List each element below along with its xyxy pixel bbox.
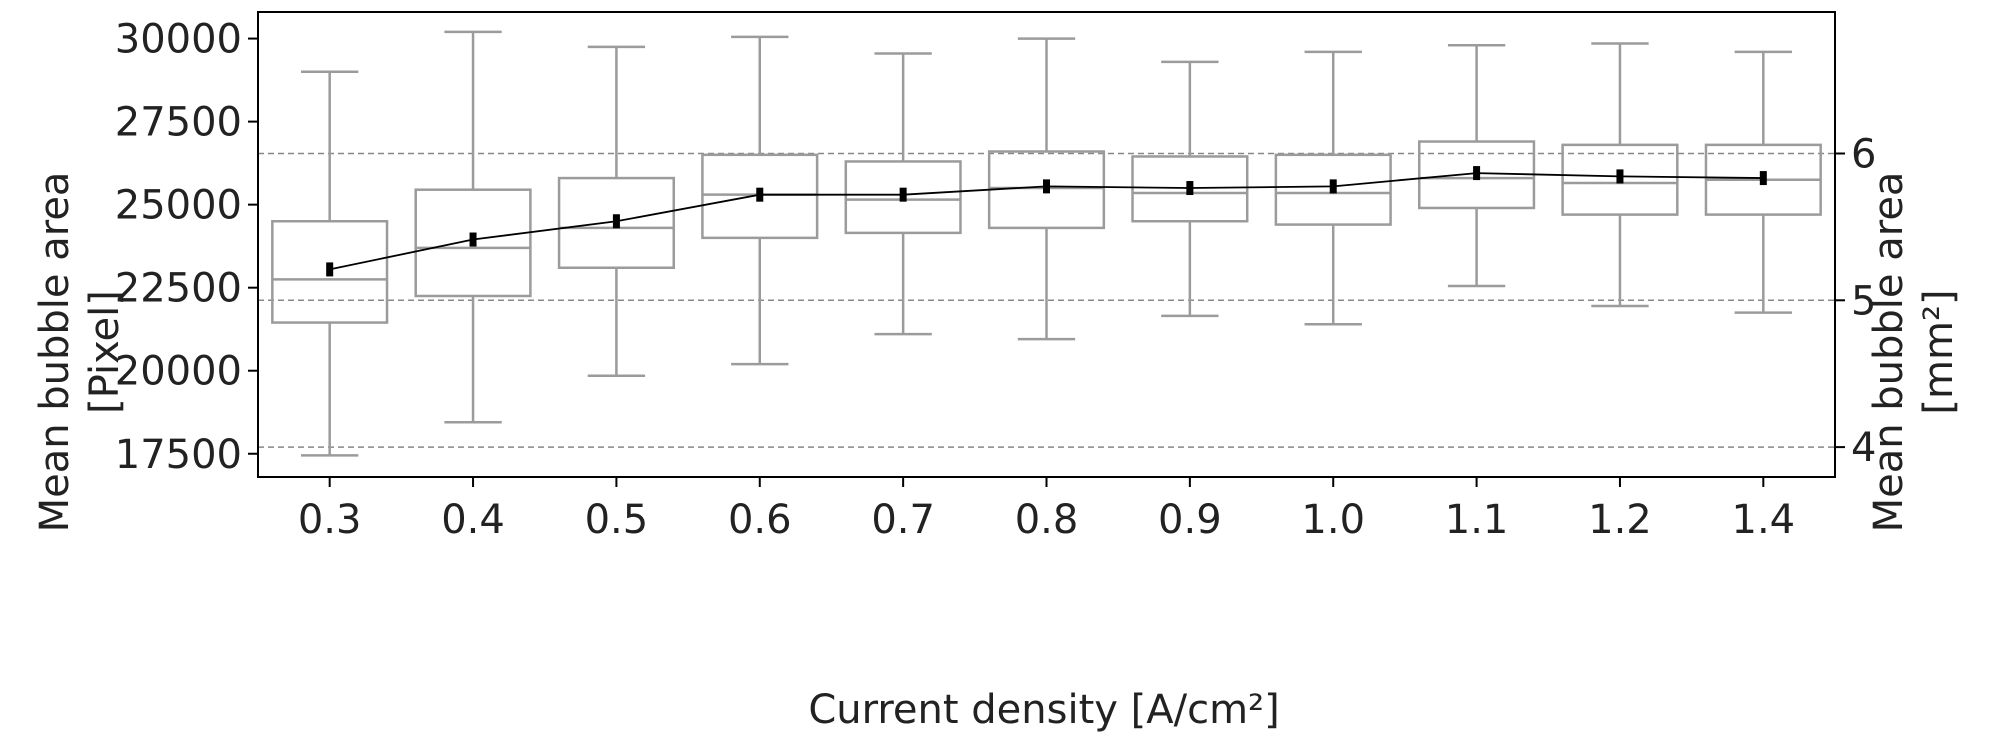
right-y-axis-label-line2: [mm²] xyxy=(1916,289,1962,414)
x-tick-label: 1.2 xyxy=(1588,497,1652,543)
iqr-box xyxy=(557,176,676,269)
box-0.3 xyxy=(271,70,389,457)
x-tick-label: 0.6 xyxy=(728,497,792,543)
box-0.5 xyxy=(557,45,676,377)
mean-marker-0.4 xyxy=(469,232,477,247)
right-y-axis-label-line1: Mean bubble area xyxy=(1866,172,1912,533)
y-tick-label: 22500 xyxy=(115,266,242,312)
right-tick-label: 6 xyxy=(1851,131,1876,177)
x-tick-label: 0.4 xyxy=(441,497,505,543)
iqr-box xyxy=(1561,143,1679,216)
x-tick-label: 1.4 xyxy=(1732,497,1796,543)
x-tick-label: 0.7 xyxy=(871,497,935,543)
box-1.1 xyxy=(1417,43,1536,288)
iqr-box xyxy=(1131,155,1249,223)
iqr-box xyxy=(701,153,819,240)
y-axis-label-line1: Mean bubble area xyxy=(32,172,78,533)
iqr-box xyxy=(844,160,962,235)
y-tick-label: 25000 xyxy=(115,183,242,229)
y-axis-label-line2: [Pixel] xyxy=(82,290,128,414)
mean-marker-0.6 xyxy=(756,187,764,202)
iqr-box xyxy=(1274,153,1392,226)
x-axis-label: Current density [A/cm²] xyxy=(808,687,1279,733)
mean-marker-0.5 xyxy=(612,214,620,229)
x-tick-label: 1.0 xyxy=(1301,497,1365,543)
right-tick-label: 4 xyxy=(1851,425,1876,471)
right-axis-gridlines xyxy=(258,152,1835,448)
mean-marker-0.9 xyxy=(1186,181,1194,196)
box-plots xyxy=(271,30,1822,457)
y-tick-label: 27500 xyxy=(115,100,242,146)
mean-marker-0.3 xyxy=(326,262,334,277)
x-tick-label: 1.1 xyxy=(1445,497,1509,543)
x-tick-label: 0.5 xyxy=(585,497,649,543)
mean-marker-1.0 xyxy=(1329,179,1337,194)
mean-marker-1.4 xyxy=(1759,171,1767,186)
mean-series xyxy=(326,166,1767,277)
x-tick-label: 0.3 xyxy=(298,497,362,543)
mean-marker-1.2 xyxy=(1616,169,1624,184)
y-tick-label: 30000 xyxy=(115,17,242,63)
y-tick-label: 17500 xyxy=(115,432,242,478)
mean-marker-0.8 xyxy=(1043,179,1050,194)
box-0.4 xyxy=(414,30,532,424)
mean-marker-1.1 xyxy=(1473,166,1481,181)
x-tick-label: 0.8 xyxy=(1015,497,1079,543)
x-tick-label: 0.9 xyxy=(1158,497,1222,543)
axis-ticks: 17500 20000 22500 25000 27500 30000 4 5 6 0.3 0.4 0… xyxy=(115,17,1877,543)
iqr-box xyxy=(271,220,389,324)
right-tick-label: 5 xyxy=(1851,278,1876,324)
y-tick-label: 20000 xyxy=(115,349,242,395)
mean-marker-0.7 xyxy=(899,187,907,202)
iqr-box xyxy=(414,188,532,298)
